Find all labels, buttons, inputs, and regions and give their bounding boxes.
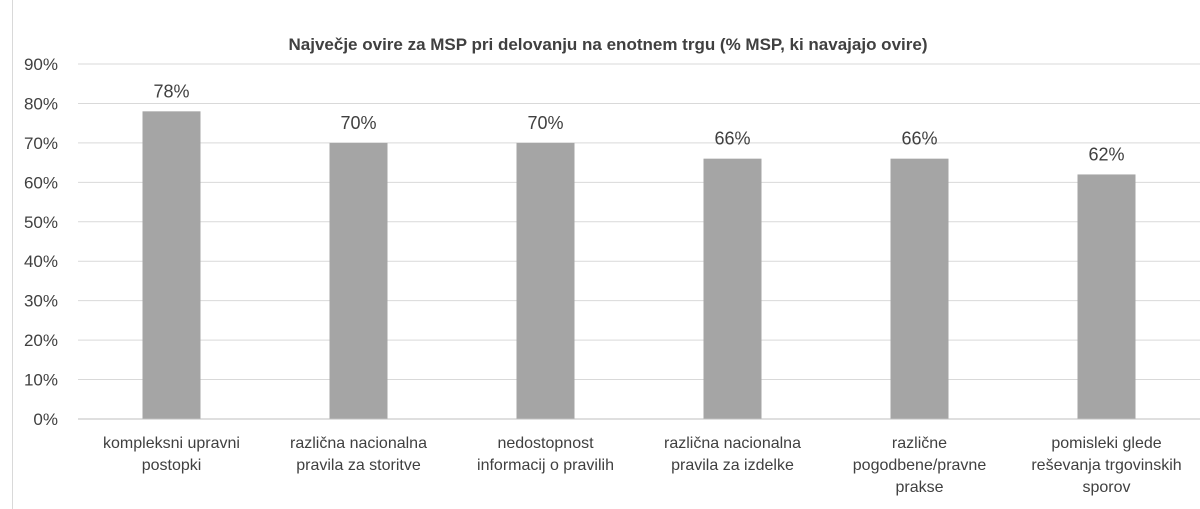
y-tick-label: 40% xyxy=(24,252,58,271)
y-tick-label: 10% xyxy=(24,371,58,390)
data-label: 78% xyxy=(153,81,189,101)
data-label: 66% xyxy=(714,129,750,149)
data-labels: 78% 70% 70% 66% 66% 62% xyxy=(153,81,1124,164)
x-axis: kompleksni upravni postopki različna nacio… xyxy=(78,418,1200,496)
y-axis: 0% 10% 20% 30% 40% 50% 60% 70% 80% 90% xyxy=(24,55,58,429)
x-tick-label: pogodbene/pravne xyxy=(853,457,987,474)
y-tick-label: 90% xyxy=(24,55,58,74)
y-tick-label: 60% xyxy=(24,173,58,192)
y-tick-label: 20% xyxy=(24,331,58,350)
x-tick-label: prakse xyxy=(895,479,943,496)
data-label: 66% xyxy=(901,129,937,149)
bar xyxy=(703,158,762,419)
y-tick-label: 50% xyxy=(24,213,58,232)
data-label: 70% xyxy=(340,113,376,133)
data-label: 62% xyxy=(1088,144,1124,164)
x-tick-label: pravila za storitve xyxy=(296,457,421,474)
gridlines xyxy=(78,63,1200,420)
bar xyxy=(1077,174,1136,419)
chart-title: Največje ovire za MSP pri delovanju na e… xyxy=(289,35,928,54)
x-tick-label: pravila za izdelke xyxy=(671,457,794,474)
x-tick-label: pomisleki glede xyxy=(1051,435,1161,452)
chart-frame xyxy=(12,0,1200,509)
y-tick-label: 0% xyxy=(33,410,58,429)
y-tick-label: 30% xyxy=(24,292,58,311)
bar xyxy=(516,142,575,419)
bar xyxy=(142,111,201,419)
bars xyxy=(142,111,1136,419)
bar xyxy=(890,158,949,419)
x-tick-label: različne xyxy=(892,435,947,452)
y-tick-label: 70% xyxy=(24,134,58,153)
x-tick-label: informacij o pravilih xyxy=(477,457,614,474)
x-tick-label: nedostopnost xyxy=(497,435,594,452)
x-tick-label: kompleksni upravni xyxy=(103,435,240,452)
x-tick-label: sporov xyxy=(1082,479,1130,496)
bar xyxy=(329,142,388,419)
x-tick-label: reševanja trgovinskih xyxy=(1031,457,1181,474)
x-tick-label: različna nacionalna xyxy=(290,435,427,452)
data-label: 70% xyxy=(527,113,563,133)
x-tick-label: postopki xyxy=(142,457,202,474)
y-tick-label: 80% xyxy=(24,94,58,113)
x-tick-label: različna nacionalna xyxy=(664,435,801,452)
